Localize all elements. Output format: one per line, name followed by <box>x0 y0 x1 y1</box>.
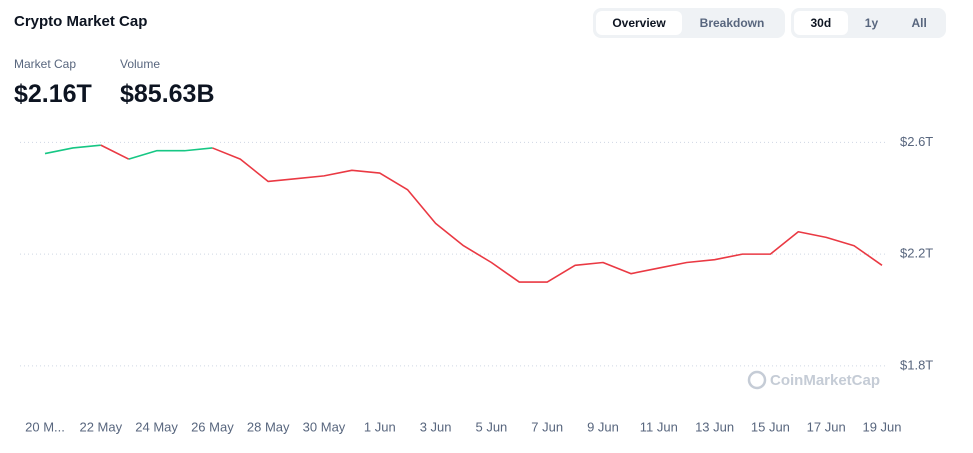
x-tick-label: 11 Jun <box>640 419 678 434</box>
y-tick-label: $2.2T <box>900 246 933 261</box>
tab[interactable]: Overview <box>596 11 682 35</box>
tab[interactable]: Breakdown <box>699 16 765 30</box>
stat-value: $85.63B <box>120 80 215 108</box>
x-tick-label: 13 Jun <box>695 419 734 434</box>
stat-label: Market Cap <box>14 57 77 71</box>
line-segment <box>44 144 101 155</box>
x-tick-label: 30 May <box>303 419 346 434</box>
x-tick-label: 17 Jun <box>807 419 846 434</box>
x-tick-label: 22 May <box>79 419 122 434</box>
watermark: CoinMarketCap <box>747 370 880 390</box>
x-tick-label: 9 Jun <box>587 419 619 434</box>
range-tabs: 30d 1y All <box>791 8 946 38</box>
watermark-text: CoinMarketCap <box>770 372 880 389</box>
x-tick-label: 26 May <box>191 419 234 434</box>
x-tick-label: 5 Jun <box>475 419 507 434</box>
x-tick-label: 15 Jun <box>751 419 790 434</box>
line-segment <box>128 147 213 160</box>
x-tick-label: 19 Jun <box>862 419 901 434</box>
x-tick-label: 20 M... <box>25 419 65 434</box>
x-tick-label: 28 May <box>247 419 290 434</box>
range[interactable]: 30d <box>794 11 848 35</box>
line-segment <box>212 147 883 283</box>
y-tick-label: $1.8T <box>900 357 933 372</box>
x-tick-label: 1 Jun <box>364 419 396 434</box>
range[interactable]: All <box>911 16 927 30</box>
y-tick-label: $2.6T <box>900 134 933 149</box>
view-tabs: Overview Breakdown <box>593 8 785 38</box>
x-tick-label: 3 Jun <box>420 419 452 434</box>
line-segment <box>100 144 130 160</box>
x-tick-label: 24 May <box>135 419 178 434</box>
title: Crypto Market Cap <box>14 13 148 30</box>
stat-label: Volume <box>120 57 161 71</box>
x-tick-label: 7 Jun <box>531 419 563 434</box>
stat-value: $2.16T <box>14 80 92 108</box>
range[interactable]: 1y <box>864 16 879 30</box>
